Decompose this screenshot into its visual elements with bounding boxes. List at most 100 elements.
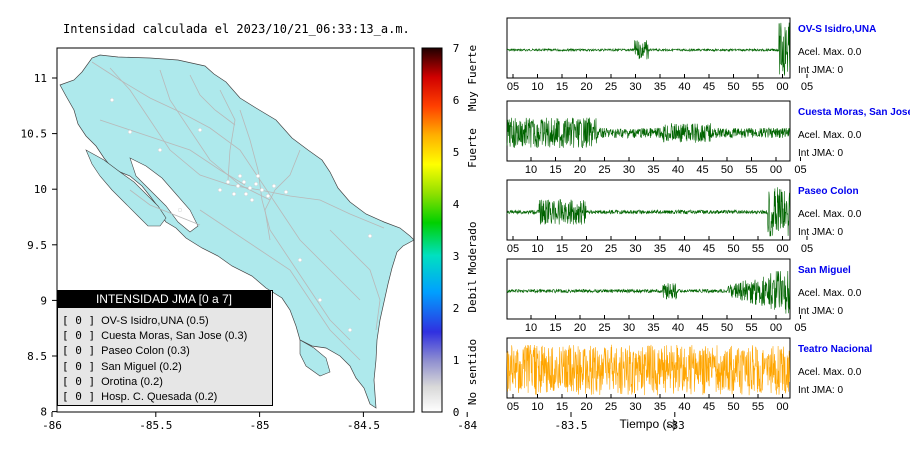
colorbar-tick-label: 7 — [453, 42, 460, 55]
time-tick-label: 35 — [654, 81, 666, 93]
osa-peninsula — [299, 339, 331, 377]
time-tick-label: 50 — [721, 322, 733, 334]
map-x-tick-label: -84 — [457, 419, 477, 432]
nicoya-gulf — [129, 157, 199, 233]
time-tick-label: 25 — [598, 322, 610, 334]
time-tick-label: 05 — [507, 81, 519, 93]
time-tick-label: 25 — [605, 81, 617, 93]
time-tick-label: 25 — [605, 401, 617, 413]
station-plot-frame — [506, 179, 791, 241]
time-tick-label: 05 — [507, 401, 519, 413]
time-tick-label: 35 — [654, 401, 666, 413]
map-x-tick-label: -85 — [250, 419, 270, 432]
colorbar-tick-label: 5 — [453, 146, 460, 159]
station-jma-intensity: Int JMA: 0 — [798, 65, 844, 76]
station-max-acceleration: Acel. Max. 0.0 — [798, 130, 862, 141]
time-tick-label: 15 — [556, 243, 568, 255]
time-tick-label: 00 — [776, 243, 788, 255]
time-tick-label: 35 — [647, 322, 659, 334]
colorbar-gradient — [421, 47, 443, 413]
colorbar-tick-label: 0 — [453, 406, 460, 419]
colorbar-tick-label: 2 — [453, 302, 460, 315]
station-name: Teatro Nacional — [798, 344, 873, 355]
time-tick-label: 40 — [672, 164, 684, 176]
intensity-colorbar — [421, 47, 443, 413]
time-tick-label: 55 — [745, 164, 757, 176]
time-tick-label: 40 — [678, 243, 690, 255]
time-tick-label: 10 — [525, 164, 537, 176]
colorbar-tick-label: 4 — [453, 198, 460, 211]
station-panel: 05 10 15 20 25 30 35 40 45 50 55 00 — [506, 337, 791, 413]
station-name: Cuesta Moras, San Jose — [798, 107, 910, 118]
time-tick-label: 50 — [727, 243, 739, 255]
colorbar-ticks: 7 6 5 4 3 2 1 0 — [453, 42, 460, 419]
colorbar-category-label: Fuerte — [466, 128, 479, 168]
legend-item-label: OV-S Isidro,UNA (0.5) — [101, 315, 209, 327]
station-waveform — [506, 270, 790, 314]
time-tick-label: 30 — [623, 322, 635, 334]
colorbar-category-label: No sentido — [466, 339, 479, 405]
map-y-tick-label: 8.5 — [27, 350, 47, 363]
legend-item: [ 0 ] Hosp. C. Quesada (0.2) — [62, 389, 247, 404]
legend-list: [ 0 ] OV-S Isidro,UNA (0.5) [ 0 ] Cuesta Mo… — [62, 313, 247, 404]
time-tick-label: 50 — [727, 401, 739, 413]
time-tick-label: 15 — [556, 401, 568, 413]
legend-item: [ 0 ] OV-S Isidro,UNA (0.5) — [62, 313, 247, 328]
time-tick-label: 35 — [647, 164, 659, 176]
station-waveform — [506, 187, 790, 237]
station-max-acceleration: Acel. Max. 0.0 — [798, 367, 862, 378]
time-tick-label: 10 — [531, 243, 543, 255]
station-waveform — [506, 22, 790, 76]
time-tick-label: 05 — [507, 243, 519, 255]
colorbar-category-label: Moderado — [466, 222, 479, 275]
station-jma-intensity: Int JMA: 0 — [798, 227, 844, 238]
map-y-tick-label: 9 — [40, 294, 47, 307]
map-y-tick-label: 10.5 — [21, 128, 48, 141]
legend-item-intensity: [ 0 ] — [62, 344, 96, 358]
station-jma-intensity: Int JMA: 0 — [798, 148, 844, 159]
map-y-tick-label: 8 — [40, 406, 47, 419]
time-tick-label: 55 — [752, 243, 764, 255]
time-tick-label: 30 — [629, 81, 641, 93]
time-tick-label: 20 — [580, 81, 592, 93]
colorbar-category-label: Debil — [466, 279, 479, 312]
time-tick-label: 20 — [574, 164, 586, 176]
legend-item: [ 0 ] Paseo Colon (0.3) — [62, 343, 247, 358]
time-tick-label: 50 — [727, 81, 739, 93]
legend-item-intensity: [ 0 ] — [62, 389, 96, 403]
map-y-tick-label: 11 — [34, 72, 47, 85]
station-max-acceleration: Acel. Max. 0.0 — [798, 288, 862, 299]
time-tick-label: 10 — [531, 81, 543, 93]
time-tick-label: 05 — [794, 322, 806, 334]
legend-item-label: Hosp. C. Quesada (0.2) — [101, 390, 218, 403]
time-tick-label: 00 — [776, 401, 788, 413]
time-tick-label: 45 — [703, 243, 715, 255]
time-tick-label: 00 — [776, 81, 788, 93]
time-tick-label: 05 — [794, 164, 806, 176]
time-tick-label: 45 — [703, 81, 715, 93]
time-tick-label: 40 — [672, 322, 684, 334]
colorbar-labels: Muy Fuerte Fuerte Moderado Debil No sentido — [466, 45, 479, 405]
station-jma-intensity: Int JMA: 0 — [798, 306, 844, 317]
costa-rica-landmass — [59, 54, 414, 409]
legend-item: [ 0 ] San Miguel (0.2) — [62, 359, 247, 374]
map-title: Intensidad calculada el 2023/10/21_06:33… — [63, 22, 410, 36]
legend-item-intensity: [ 0 ] — [62, 329, 96, 343]
legend-title: INTENSIDAD JMA [0 a 7] — [57, 290, 271, 308]
map-y-tick-label: 9.5 — [27, 239, 47, 252]
time-axis-label: Tiempo (s) — [620, 417, 677, 431]
legend-item-label: Paseo Colon (0.3) — [101, 345, 190, 358]
time-tick-label: 10 — [531, 401, 543, 413]
map-y-ticks: 11 10.5 10 9.5 9 8.5 8 — [21, 72, 57, 419]
city-cluster — [110, 98, 372, 332]
time-tick-label: 25 — [605, 243, 617, 255]
legend-item-intensity: [ 0 ] — [62, 359, 96, 373]
legend-item: [ 0 ] Cuesta Moras, San Jose (0.3) — [62, 328, 247, 343]
station-waveform — [506, 344, 790, 396]
station-plot-frame — [506, 17, 791, 79]
time-tick-label: 20 — [580, 401, 592, 413]
time-tick-label: 55 — [752, 81, 764, 93]
time-tick-label: 45 — [696, 164, 708, 176]
legend-item-label: Orotina (0.2) — [101, 375, 163, 388]
